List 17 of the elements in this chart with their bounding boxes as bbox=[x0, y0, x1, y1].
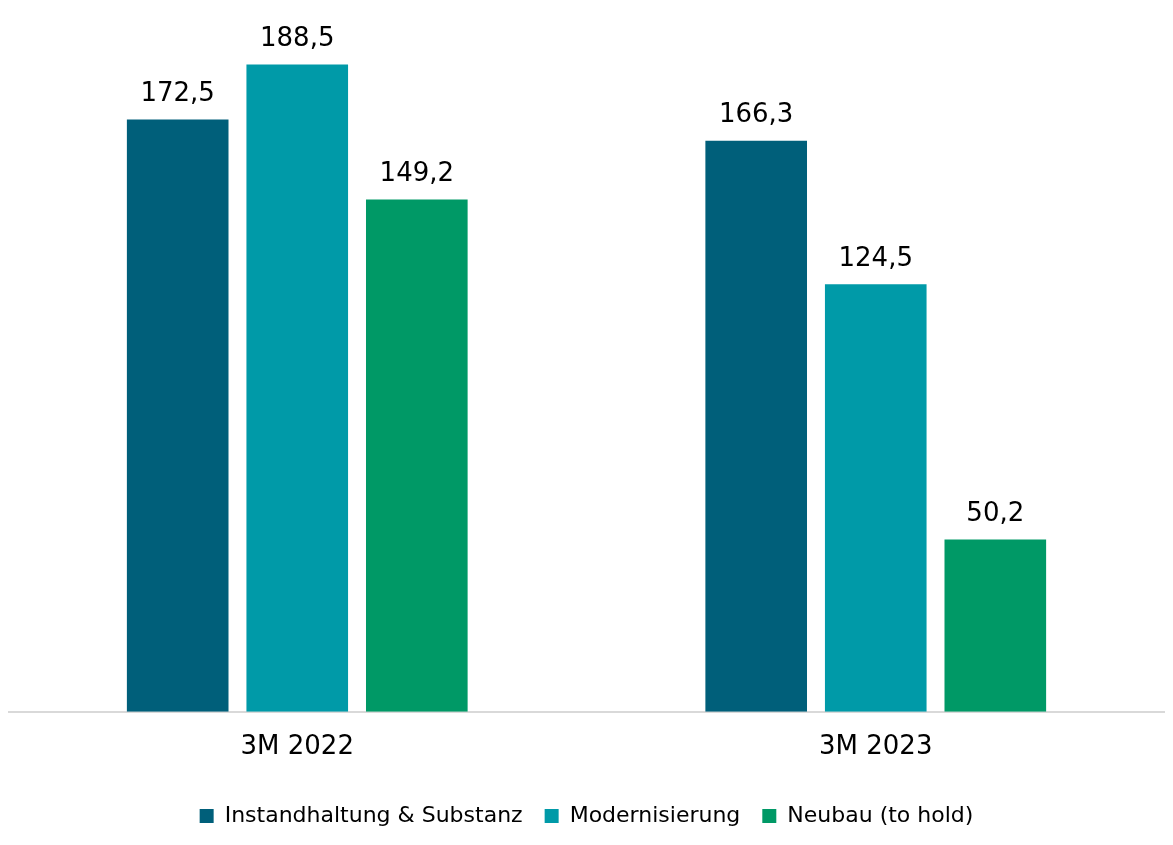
bar bbox=[246, 64, 349, 712]
bar bbox=[824, 284, 927, 712]
data-label: 188,5 bbox=[260, 22, 335, 53]
data-label: 50,2 bbox=[966, 497, 1025, 528]
legend-label: Modernisierung bbox=[569, 801, 741, 827]
x-tick-label: 3M 2022 bbox=[240, 730, 354, 761]
bar bbox=[705, 140, 808, 712]
bar bbox=[126, 119, 229, 712]
bar bbox=[366, 199, 468, 712]
data-label: 166,3 bbox=[718, 98, 794, 129]
data-label: 124,5 bbox=[838, 242, 913, 273]
bar bbox=[944, 539, 1047, 712]
legend-label: Neubau (to hold) bbox=[787, 801, 974, 827]
data-label: 149,2 bbox=[379, 157, 455, 188]
data-label: 172,5 bbox=[140, 77, 215, 108]
legend-label: Instandhaltung & Substanz bbox=[224, 801, 523, 827]
x-tick-label: 3M 2023 bbox=[819, 730, 933, 761]
